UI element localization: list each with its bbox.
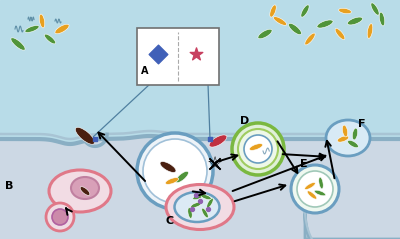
- Ellipse shape: [258, 29, 272, 39]
- Ellipse shape: [301, 5, 309, 17]
- Ellipse shape: [174, 192, 220, 222]
- Ellipse shape: [335, 28, 345, 40]
- Circle shape: [46, 203, 74, 231]
- Text: B: B: [5, 181, 13, 191]
- Point: [205, 207, 211, 211]
- Ellipse shape: [193, 194, 203, 200]
- Point: [207, 137, 213, 141]
- Text: A: A: [141, 66, 148, 76]
- Ellipse shape: [39, 14, 45, 28]
- Text: ☆: ☆: [207, 155, 223, 173]
- Ellipse shape: [305, 183, 315, 190]
- Ellipse shape: [25, 26, 39, 33]
- Ellipse shape: [202, 208, 208, 218]
- Ellipse shape: [160, 162, 176, 172]
- Ellipse shape: [75, 127, 95, 144]
- Ellipse shape: [55, 24, 69, 34]
- Point: [189, 207, 195, 211]
- Ellipse shape: [317, 20, 333, 28]
- Ellipse shape: [71, 177, 99, 199]
- Ellipse shape: [342, 125, 348, 137]
- Ellipse shape: [379, 12, 385, 26]
- FancyBboxPatch shape: [137, 28, 219, 85]
- Ellipse shape: [337, 136, 349, 142]
- Ellipse shape: [166, 185, 234, 229]
- Ellipse shape: [352, 128, 358, 140]
- Ellipse shape: [348, 17, 362, 25]
- Ellipse shape: [288, 23, 302, 35]
- Ellipse shape: [209, 135, 227, 147]
- Ellipse shape: [319, 177, 323, 189]
- Ellipse shape: [371, 3, 379, 15]
- Circle shape: [238, 129, 278, 169]
- Ellipse shape: [80, 187, 90, 195]
- Ellipse shape: [188, 208, 192, 218]
- Polygon shape: [305, 214, 400, 239]
- Text: C: C: [165, 216, 173, 226]
- Circle shape: [232, 123, 284, 175]
- Ellipse shape: [326, 120, 370, 156]
- Circle shape: [143, 139, 207, 203]
- Ellipse shape: [201, 194, 211, 200]
- Point: [197, 199, 203, 203]
- Text: D: D: [240, 116, 249, 126]
- Ellipse shape: [176, 171, 188, 183]
- Ellipse shape: [367, 24, 373, 38]
- Circle shape: [297, 171, 333, 207]
- Ellipse shape: [314, 190, 326, 196]
- Ellipse shape: [49, 170, 111, 212]
- Ellipse shape: [270, 5, 276, 17]
- Ellipse shape: [348, 140, 358, 148]
- Ellipse shape: [191, 202, 201, 208]
- Ellipse shape: [165, 178, 179, 184]
- Point: [155, 52, 161, 55]
- Circle shape: [244, 135, 272, 163]
- Ellipse shape: [207, 198, 213, 208]
- Point: [193, 52, 199, 55]
- Point: [193, 193, 199, 197]
- Text: F: F: [358, 119, 366, 129]
- Ellipse shape: [11, 38, 25, 50]
- Text: E: E: [300, 159, 308, 169]
- Circle shape: [137, 133, 213, 209]
- Ellipse shape: [307, 191, 317, 199]
- Ellipse shape: [273, 17, 287, 25]
- Circle shape: [52, 209, 68, 225]
- Circle shape: [291, 165, 339, 213]
- Ellipse shape: [44, 34, 56, 44]
- Ellipse shape: [305, 33, 315, 45]
- Polygon shape: [0, 136, 400, 239]
- Ellipse shape: [249, 144, 263, 150]
- Ellipse shape: [338, 8, 352, 14]
- Point: [92, 137, 98, 141]
